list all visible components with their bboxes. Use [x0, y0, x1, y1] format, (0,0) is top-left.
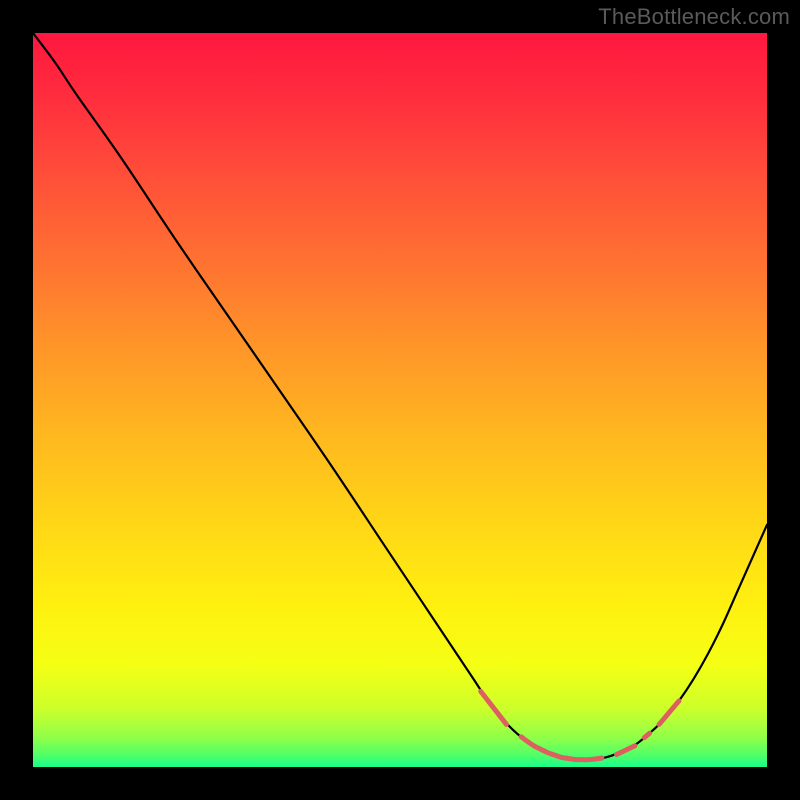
chart-frame: TheBottleneck.com — [0, 0, 800, 800]
chart-svg — [33, 33, 767, 767]
gradient-background — [33, 33, 767, 767]
plot-area — [33, 33, 767, 767]
attribution-text: TheBottleneck.com — [598, 4, 790, 30]
marker-segment-3 — [644, 733, 649, 737]
